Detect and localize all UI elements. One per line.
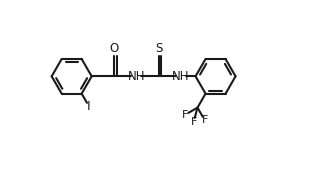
Text: NH: NH — [127, 70, 145, 83]
Text: O: O — [110, 42, 119, 55]
Text: F: F — [202, 115, 208, 125]
Text: NH: NH — [172, 70, 190, 83]
Text: S: S — [155, 42, 162, 55]
Text: F: F — [182, 110, 188, 120]
Text: I: I — [87, 100, 91, 113]
Text: F: F — [191, 117, 197, 127]
